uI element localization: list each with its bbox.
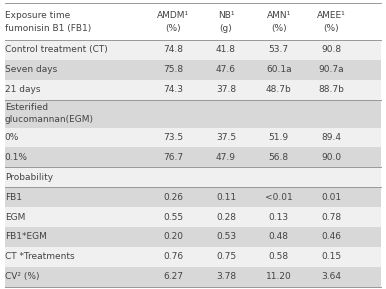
Text: 0.75: 0.75 — [216, 252, 236, 261]
Bar — [5, 60, 381, 80]
Text: 0.26: 0.26 — [163, 193, 183, 202]
Text: FB1: FB1 — [5, 193, 22, 202]
Text: 41.8: 41.8 — [216, 45, 236, 55]
Text: 0.48: 0.48 — [269, 232, 289, 241]
Text: 90.7a: 90.7a — [318, 65, 344, 74]
Text: 89.4: 89.4 — [322, 133, 342, 142]
Text: AMN¹: AMN¹ — [267, 11, 291, 20]
Text: NB¹: NB¹ — [218, 11, 234, 20]
Bar — [5, 147, 381, 167]
Text: EGM: EGM — [5, 212, 25, 222]
Text: 0.20: 0.20 — [163, 232, 183, 241]
Bar — [5, 267, 381, 287]
Text: CT *Treatments: CT *Treatments — [5, 252, 74, 261]
Text: (%): (%) — [166, 24, 181, 33]
Text: 90.0: 90.0 — [322, 153, 342, 162]
Bar — [5, 247, 381, 267]
Text: AMDM¹: AMDM¹ — [157, 11, 189, 20]
Text: 0.13: 0.13 — [269, 212, 289, 222]
Text: 47.9: 47.9 — [216, 153, 236, 162]
Text: 21 days: 21 days — [5, 85, 40, 94]
Text: 48.7b: 48.7b — [266, 85, 291, 94]
Text: 0.1%: 0.1% — [5, 153, 28, 162]
Text: Probability: Probability — [5, 173, 53, 182]
Text: CV² (%): CV² (%) — [5, 272, 39, 281]
Bar — [5, 207, 381, 227]
Text: 37.5: 37.5 — [216, 133, 236, 142]
Bar — [5, 167, 381, 187]
Text: 0.46: 0.46 — [322, 232, 342, 241]
Text: 0%: 0% — [5, 133, 19, 142]
Text: 47.6: 47.6 — [216, 65, 236, 74]
Bar — [5, 227, 381, 247]
Text: Seven days: Seven days — [5, 65, 57, 74]
Text: 0.15: 0.15 — [322, 252, 342, 261]
Text: 0.55: 0.55 — [163, 212, 183, 222]
Text: Exposure time: Exposure time — [5, 11, 70, 20]
Text: 74.3: 74.3 — [163, 85, 183, 94]
Bar — [5, 3, 381, 40]
Text: glucomannan(EGM): glucomannan(EGM) — [5, 116, 94, 125]
Text: FB1*EGM: FB1*EGM — [5, 232, 46, 241]
Text: Esterified: Esterified — [5, 103, 48, 112]
Text: (%): (%) — [271, 24, 286, 33]
Bar — [5, 127, 381, 147]
Text: 6.27: 6.27 — [163, 272, 183, 281]
Text: 0.78: 0.78 — [322, 212, 342, 222]
Text: 60.1a: 60.1a — [266, 65, 291, 74]
Text: 74.8: 74.8 — [163, 45, 183, 55]
Text: 3.78: 3.78 — [216, 272, 236, 281]
Text: 73.5: 73.5 — [163, 133, 183, 142]
Text: 53.7: 53.7 — [269, 45, 289, 55]
Text: 0.11: 0.11 — [216, 193, 236, 202]
Text: 0.76: 0.76 — [163, 252, 183, 261]
Text: 0.58: 0.58 — [269, 252, 289, 261]
Text: 51.9: 51.9 — [269, 133, 289, 142]
Bar — [5, 100, 381, 127]
Text: 3.64: 3.64 — [322, 272, 342, 281]
Text: 11.20: 11.20 — [266, 272, 291, 281]
Bar — [5, 80, 381, 100]
Bar — [5, 40, 381, 60]
Text: 76.7: 76.7 — [163, 153, 183, 162]
Text: 0.53: 0.53 — [216, 232, 236, 241]
Text: Control treatment (CT): Control treatment (CT) — [5, 45, 107, 55]
Text: 0.28: 0.28 — [216, 212, 236, 222]
Text: fumonisin B1 (FB1): fumonisin B1 (FB1) — [5, 24, 91, 33]
Text: (%): (%) — [323, 24, 339, 33]
Text: 90.8: 90.8 — [322, 45, 342, 55]
Text: 56.8: 56.8 — [269, 153, 289, 162]
Text: 75.8: 75.8 — [163, 65, 183, 74]
Text: 0.01: 0.01 — [322, 193, 342, 202]
Text: 37.8: 37.8 — [216, 85, 236, 94]
Bar — [5, 187, 381, 207]
Text: 88.7b: 88.7b — [318, 85, 344, 94]
Text: AMEE¹: AMEE¹ — [317, 11, 346, 20]
Text: (g): (g) — [220, 24, 232, 33]
Text: <0.01: <0.01 — [265, 193, 293, 202]
